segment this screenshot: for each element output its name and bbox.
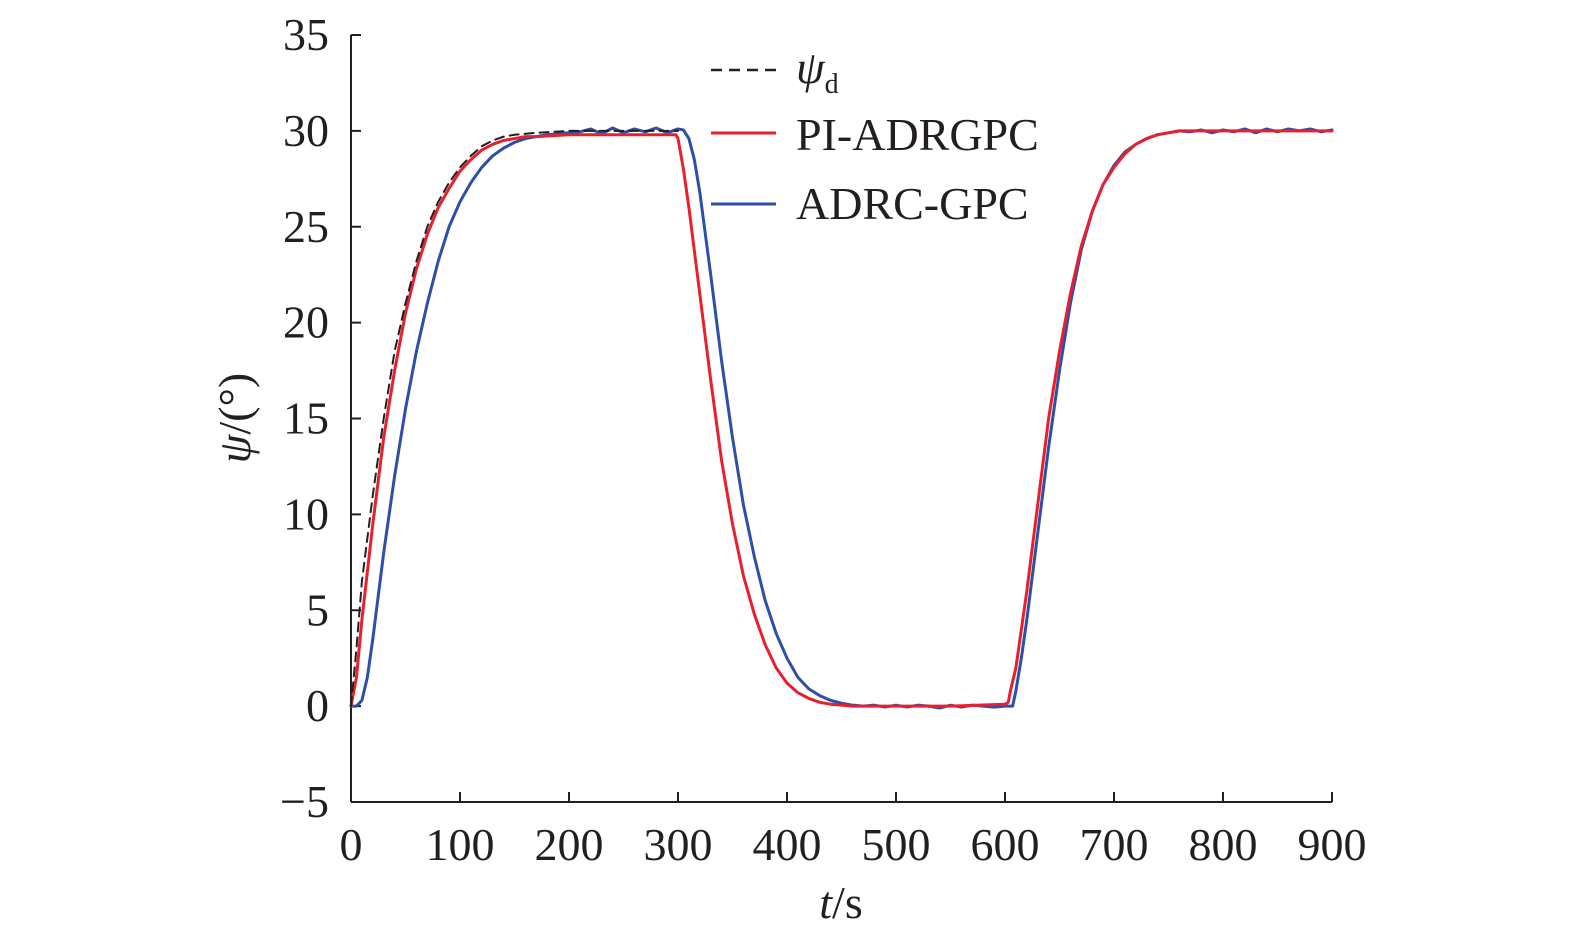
y-tick-label: 15: [283, 393, 329, 444]
legend: ψd PI-ADRGPC ADRC-GPC: [711, 42, 1039, 229]
series-line-pi-adrgpc: [349, 129, 1334, 708]
x-tick-label: 0: [340, 819, 363, 870]
y-tick-label: 25: [283, 201, 329, 252]
y-axis-label: ψ/(°): [209, 373, 260, 463]
legend-label-adrc-gpc: ADRC-GPC: [796, 178, 1029, 229]
y-tick-label: 20: [283, 297, 329, 348]
x-tick-label: 100: [426, 819, 495, 870]
x-tick-label: 600: [971, 819, 1040, 870]
x-tick-label: 700: [1080, 819, 1149, 870]
y-tick-label: 35: [283, 9, 329, 60]
legend-label-psi-d: ψd: [796, 42, 839, 100]
x-axis-label: t/s: [819, 877, 862, 928]
y-ticks: −5 0 5 10 15 20 25 30 35: [280, 9, 361, 827]
y-tick-label: 5: [306, 584, 329, 635]
y-tick-label: 30: [283, 105, 329, 156]
y-tick-label: 10: [283, 488, 329, 539]
legend-label-pi-adrgpc: PI-ADRGPC: [796, 109, 1039, 160]
y-tick-label: −5: [280, 776, 329, 827]
series-layer: [349, 126, 1334, 710]
x-tick-label: 500: [862, 819, 931, 870]
x-tick-label: 400: [753, 819, 822, 870]
x-ticks: 0 100 200 300 400 500 600 700 800 900: [340, 792, 1367, 870]
x-tick-label: 900: [1298, 819, 1367, 870]
x-tick-label: 300: [644, 819, 713, 870]
x-tick-label: 800: [1189, 819, 1258, 870]
y-tick-label: 0: [306, 680, 329, 731]
x-tick-label: 200: [535, 819, 604, 870]
series-line-psi-d: [350, 129, 679, 708]
